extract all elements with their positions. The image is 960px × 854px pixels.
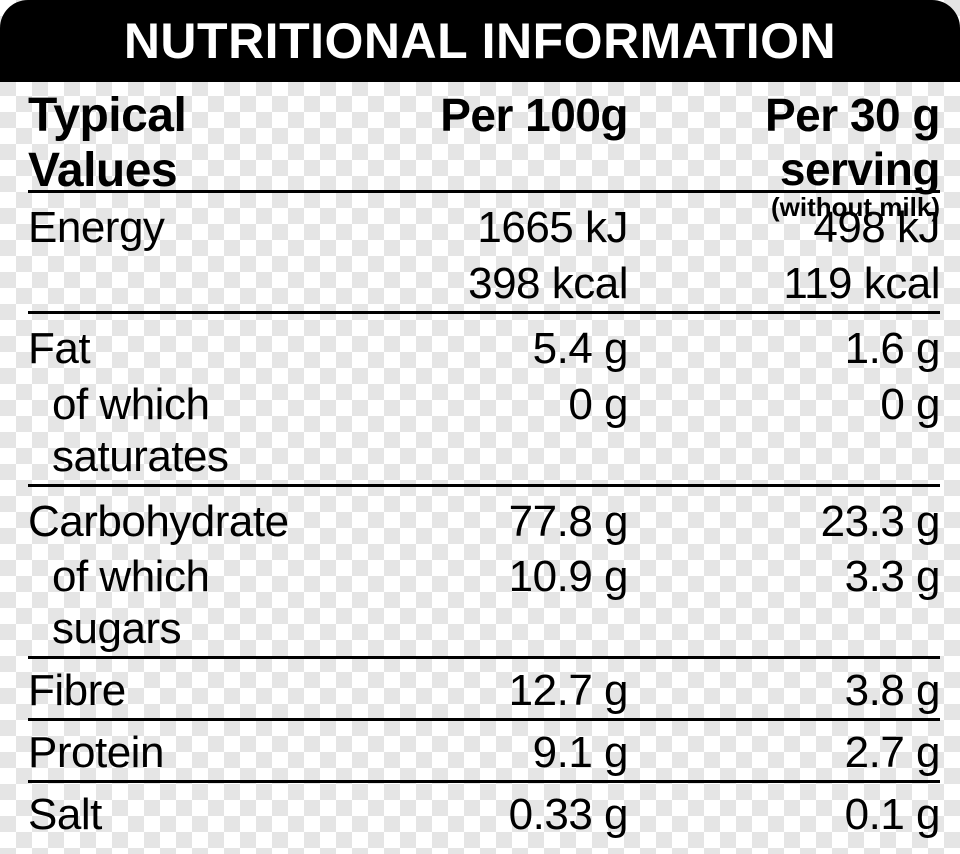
row-salt: Salt 0.33 g 0.1 g [28, 783, 940, 842]
panel-title: NUTRITIONAL INFORMATION [0, 0, 960, 82]
salt-100: 0.33 g [328, 789, 628, 841]
nutrition-panel: NUTRITIONAL INFORMATION Typical Values P… [0, 0, 960, 854]
energy-kj-100: 1665 kJ [328, 202, 628, 254]
energy-kcal-100: 398 kcal [328, 258, 628, 310]
protein-100: 9.1 g [328, 727, 628, 779]
energy-kcal-serv: 119 kcal [628, 258, 940, 310]
label-fat: Fat [28, 323, 328, 375]
protein-serv: 2.7 g [628, 727, 940, 779]
saturates-serv: 0 g [628, 379, 940, 431]
table: Typical Values Per 100g Per 30 g serving… [0, 82, 960, 854]
row-protein: Protein 9.1 g 2.7 g [28, 721, 940, 780]
label-protein: Protein [28, 727, 328, 779]
label-salt: Salt [28, 789, 328, 841]
fibre-serv: 3.8 g [628, 665, 940, 717]
fat-serv: 1.6 g [628, 323, 940, 375]
table-header-row: Typical Values Per 100g Per 30 g serving… [28, 82, 940, 190]
sugars-100: 10.9 g [328, 551, 628, 603]
label-energy: Energy [28, 202, 328, 254]
sugars-serv: 3.3 g [628, 551, 940, 603]
row-fat: Fat 5.4 g 1.6 g of which saturates 0 g 0… [28, 314, 940, 484]
carb-serv: 23.3 g [628, 496, 940, 548]
header-per-serving-label: Per 30 g serving [765, 89, 940, 195]
row-energy: Energy 1665 kJ 498 kJ 398 kcal 119 kcal [28, 193, 940, 311]
row-fibre: Fibre 12.7 g 3.8 g [28, 659, 940, 718]
fibre-100: 12.7 g [328, 665, 628, 717]
salt-serv: 0.1 g [628, 789, 940, 841]
label-carbohydrate: Carbohydrate [28, 496, 328, 548]
label-fibre: Fibre [28, 665, 328, 717]
label-saturates: of which saturates [28, 379, 328, 483]
row-carbohydrate: Carbohydrate 77.8 g 23.3 g of which suga… [28, 487, 940, 657]
header-per-100g: Per 100g [328, 88, 628, 142]
energy-kj-serv: 498 kJ [628, 202, 940, 254]
label-sugars: of which sugars [28, 551, 328, 655]
header-typical-values: Typical Values [28, 88, 328, 198]
carb-100: 77.8 g [328, 496, 628, 548]
fat-100: 5.4 g [328, 323, 628, 375]
saturates-100: 0 g [328, 379, 628, 431]
